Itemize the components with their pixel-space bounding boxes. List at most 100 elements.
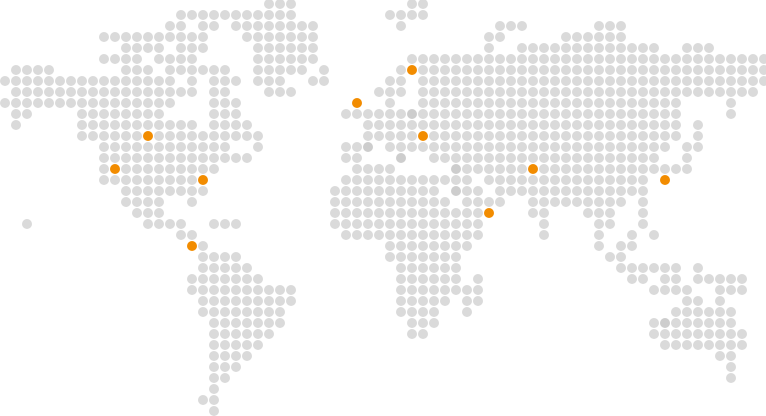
map-dot — [187, 54, 197, 64]
map-dot — [451, 230, 461, 240]
location-marker-icon[interactable] — [187, 241, 197, 251]
map-dot — [605, 109, 615, 119]
map-dot — [231, 285, 241, 295]
map-dot — [275, 21, 285, 31]
map-dot — [198, 186, 208, 196]
map-dot — [748, 87, 758, 97]
map-dot — [704, 340, 714, 350]
map-dot — [407, 131, 417, 141]
map-dot — [616, 175, 626, 185]
map-dot — [99, 87, 109, 97]
location-marker-icon[interactable] — [660, 175, 670, 185]
map-dot — [550, 109, 560, 119]
map-dot — [132, 98, 142, 108]
map-dot — [649, 153, 659, 163]
map-dot — [517, 153, 527, 163]
map-dot — [616, 241, 626, 251]
map-dot — [209, 76, 219, 86]
map-dot — [220, 153, 230, 163]
map-dot — [561, 32, 571, 42]
map-dot — [154, 54, 164, 64]
map-dot — [77, 87, 87, 97]
map-dot — [495, 87, 505, 97]
map-dot — [682, 340, 692, 350]
location-marker-icon[interactable] — [418, 131, 428, 141]
map-dot — [473, 296, 483, 306]
map-dot — [11, 87, 21, 97]
map-dot — [209, 21, 219, 31]
location-marker-icon[interactable] — [143, 131, 153, 141]
map-dot — [209, 340, 219, 350]
location-marker-icon[interactable] — [352, 98, 362, 108]
location-marker-icon[interactable] — [484, 208, 494, 218]
map-dot — [264, 87, 274, 97]
location-marker-icon[interactable] — [407, 65, 417, 75]
location-marker-icon[interactable] — [110, 164, 120, 174]
location-marker-icon[interactable] — [198, 175, 208, 185]
map-dot — [121, 186, 131, 196]
map-dot — [132, 142, 142, 152]
map-dot — [396, 296, 406, 306]
map-dot — [737, 340, 747, 350]
map-dot — [363, 186, 373, 196]
map-dot — [176, 164, 186, 174]
map-dot — [506, 109, 516, 119]
map-dot — [264, 329, 274, 339]
map-dot — [528, 65, 538, 75]
map-dot — [660, 329, 670, 339]
map-dot — [110, 87, 120, 97]
map-dot — [209, 263, 219, 273]
map-dot — [539, 208, 549, 218]
map-dot — [440, 76, 450, 86]
map-dot — [594, 87, 604, 97]
map-dot — [473, 153, 483, 163]
map-dot — [429, 109, 439, 119]
map-dot — [66, 87, 76, 97]
map-dot — [440, 274, 450, 284]
map-dot — [264, 0, 274, 9]
map-dot — [187, 87, 197, 97]
map-dot — [561, 186, 571, 196]
map-dot — [209, 98, 219, 108]
map-dot — [110, 54, 120, 64]
map-dot — [198, 21, 208, 31]
map-dot — [649, 263, 659, 273]
map-dot — [440, 230, 450, 240]
map-dot — [143, 175, 153, 185]
map-dot — [462, 186, 472, 196]
map-dot — [154, 208, 164, 218]
map-dot — [704, 307, 714, 317]
map-dot — [363, 131, 373, 141]
map-dot — [363, 175, 373, 185]
map-dot — [187, 43, 197, 53]
map-dot — [539, 109, 549, 119]
map-dot — [231, 98, 241, 108]
map-dot — [231, 296, 241, 306]
map-dot — [451, 120, 461, 130]
map-dot — [418, 307, 428, 317]
map-dot — [231, 219, 241, 229]
map-dot — [704, 43, 714, 53]
map-dot — [264, 76, 274, 86]
map-dot — [616, 252, 626, 262]
map-dot — [132, 197, 142, 207]
map-dot — [396, 65, 406, 75]
map-dot — [220, 10, 230, 20]
map-dot — [495, 76, 505, 86]
map-dot — [440, 219, 450, 229]
map-dot — [506, 142, 516, 152]
map-dot — [33, 98, 43, 108]
location-marker-icon[interactable] — [528, 164, 538, 174]
map-dot — [528, 76, 538, 86]
map-dot — [473, 274, 483, 284]
map-dot — [627, 186, 637, 196]
map-dot — [627, 241, 637, 251]
map-dot — [77, 109, 87, 119]
map-dot — [209, 307, 219, 317]
map-dot — [297, 65, 307, 75]
map-dot — [704, 318, 714, 328]
map-dot — [759, 76, 766, 86]
map-dot — [572, 54, 582, 64]
map-dot — [363, 230, 373, 240]
map-dot — [319, 76, 329, 86]
